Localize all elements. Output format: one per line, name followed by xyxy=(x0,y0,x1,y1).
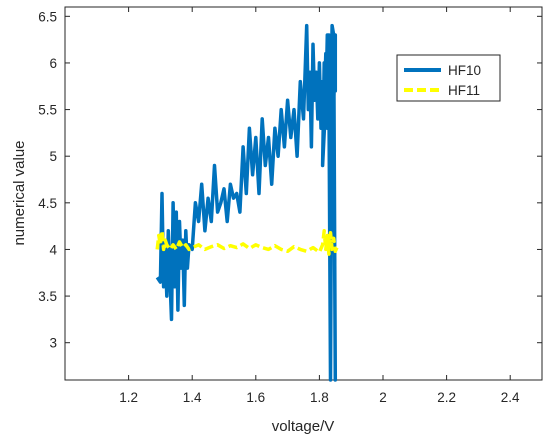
y-tick-label: 3.5 xyxy=(38,289,57,304)
y-tick-label: 6 xyxy=(49,56,57,71)
legend-label-hf10: HF10 xyxy=(448,63,481,78)
y-ticks: 3 3.5 4 4.5 5 5.5 6 6.5 xyxy=(38,9,542,351)
x-tick-label: 1.4 xyxy=(183,390,202,405)
x-tick-label: 1.8 xyxy=(310,390,329,405)
x-tick-label: 2 xyxy=(379,390,387,405)
y-tick-label: 4.5 xyxy=(38,196,57,211)
x-tick-label: 2.2 xyxy=(437,390,456,405)
legend-box xyxy=(396,54,501,102)
series-line-hf11 xyxy=(155,229,339,256)
y-tick-label: 5.5 xyxy=(38,103,57,118)
x-ticks: 1.2 1.4 1.6 1.8 2 2.2 2.4 xyxy=(119,7,520,405)
legend: HF10 HF11 xyxy=(396,54,501,102)
x-axis-label: voltage/V xyxy=(272,418,335,435)
y-tick-label: 6.5 xyxy=(38,9,57,24)
x-tick-label: 2.4 xyxy=(501,390,520,405)
y-tick-label: 3 xyxy=(49,336,57,351)
y-tick-label: 5 xyxy=(49,149,57,164)
y-axis-label: numerical value xyxy=(11,140,28,245)
x-tick-label: 1.6 xyxy=(246,390,265,405)
x-tick-label: 1.2 xyxy=(119,390,138,405)
series-layer xyxy=(155,23,339,382)
y-tick-label: 4 xyxy=(49,242,57,257)
series-line-hf10 xyxy=(155,23,338,382)
legend-label-hf11: HF11 xyxy=(448,83,480,98)
